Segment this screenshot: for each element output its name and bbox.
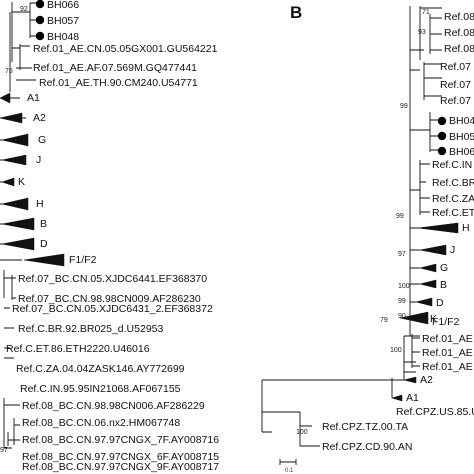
- bootstrap-b-3: 99: [400, 103, 408, 110]
- clade-b-g: G: [440, 262, 448, 274]
- leaf-ref07-ef368370: Ref.07_BC.CN.05.XJDC6441.EF368370: [18, 273, 207, 285]
- bh048-marker: [35, 31, 45, 41]
- leaf-b-refc-et: Ref.C.ET: [432, 207, 474, 219]
- bootstrap-b-7: 99: [398, 298, 406, 305]
- clade-f1f2-triangle: [23, 253, 65, 267]
- clade-a1-triangle: [0, 92, 11, 104]
- clade-b-j: J: [450, 244, 455, 256]
- clade-b-d: D: [436, 297, 444, 309]
- leaf-ref08-ay008717: Ref.08_BC.CN.97.97CNGX_9F.AY008717: [22, 461, 219, 473]
- leaf-b-bh06: BH06: [449, 146, 474, 158]
- leaf-b-ref07-3: Ref.07: [440, 95, 471, 107]
- leaf-b-bh04: BH04: [449, 115, 474, 127]
- clade-b-b: B: [440, 279, 447, 291]
- leaf-refc-u46016: Ref.C.ET.86.ETH2220.U46016: [6, 343, 150, 355]
- bootstrap-b-6: 100: [398, 283, 410, 290]
- panel-b-label: B: [290, 3, 302, 22]
- clade-a2: A2: [33, 112, 46, 124]
- clade-b-a1: A1: [406, 392, 419, 404]
- leaf-ref07-ef368372: Ref.07_BC.CN.05.XJDC6431_2.EF368372: [12, 303, 213, 315]
- clade-b-d-triangle: [415, 297, 433, 307]
- leaf-ref01-gq477441: Ref.01_AE.AF.07.569M.GQ477441: [33, 62, 197, 74]
- bootstrap-b-4: 99: [396, 213, 404, 220]
- bh04-marker: [437, 116, 447, 126]
- clade-j-triangle: [1, 154, 27, 166]
- leaf-bh057: BH057: [47, 15, 79, 27]
- leaf-b-ref08-1: Ref.08: [444, 11, 474, 23]
- leaf-ref01-u54771: Ref.01_AE.TH.90.CM240.U54771: [39, 77, 198, 89]
- clade-b-b-triangle: [419, 279, 437, 289]
- clade-d: D: [40, 238, 48, 250]
- clade-k-triangle: [1, 177, 15, 187]
- panel-b-tree: 71 93 99 Ref.08 Ref.08 Ref.08 Ref.07 Ref…: [261, 6, 474, 474]
- leaf-b-refc-in: Ref.C.IN: [432, 159, 472, 171]
- leaf-b-cpz-tz: Ref.CPZ.TZ.00.TA: [322, 421, 408, 433]
- bh057-marker: [35, 15, 45, 25]
- bootstrap-a-3: 97: [0, 447, 8, 454]
- leaf-ref01-gu564221: Ref.01_AE.CN.05.05GX001.GU564221: [33, 43, 218, 55]
- leaf-b-refc-br: Ref.C.BR: [432, 177, 474, 189]
- clade-h-triangle: [1, 197, 29, 211]
- clade-a2-triangle: [0, 112, 23, 124]
- leaf-b-refc-za: Ref.C.ZA: [432, 193, 474, 205]
- clade-a1: A1: [27, 92, 40, 104]
- scale-bar: 0.1: [279, 459, 297, 474]
- clade-b-k: K: [430, 313, 437, 325]
- leaf-ref07-af286230: Ref.07_BC.CN.98.98CN009.AF286230: [18, 293, 201, 305]
- bootstrap-b-10: 100: [390, 347, 402, 354]
- clade-g-triangle: [1, 133, 29, 147]
- bootstrap-b-11: 100: [296, 429, 308, 436]
- bh05-marker: [437, 131, 447, 141]
- clade-h: H: [36, 198, 44, 210]
- leaf-refc-ay772699: Ref.C.ZA.04.04ZASK146.AY772699: [16, 363, 185, 375]
- clade-b-a1-triangle: [391, 394, 403, 402]
- leaf-ref08-af286229: Ref.08_BC.CN.98.98CN006.AF286229: [22, 400, 205, 412]
- bootstrap-b-5: 97: [398, 251, 406, 258]
- clade-b-f1f2: F1/F2: [432, 316, 460, 328]
- leaf-b-bh05: BH05: [449, 131, 474, 143]
- clade-b-a2-triangle: [403, 376, 417, 384]
- leaf-b-cpz-cd: Ref.CPZ.CD.90.AN: [322, 441, 412, 453]
- leaf-b-ref01-1: Ref.01_AE: [422, 333, 473, 345]
- leaf-ref08-hm067748: Ref.08_BC.CN.06.nx2.HM067748: [22, 417, 180, 429]
- panel-a-tree: BH066 BH057 BH048 92 75 Ref.01_AE.CN.05.…: [0, 0, 219, 473]
- bootstrap-b-1: 71: [422, 9, 430, 16]
- leaf-ref08-ay008715: Ref.08_BC.CN.97.97CNGX_6F.AY008715: [22, 451, 219, 463]
- clade-b-f1f2-triangle: [399, 311, 429, 325]
- bootstrap-a-2: 75: [5, 68, 13, 75]
- leaf-b-cpz-us: Ref.CPZ.US.85.US: [396, 406, 474, 418]
- leaf-b-ref08-2: Ref.08: [444, 27, 474, 39]
- leaf-refc-af067155: Ref.C.IN.95.95IN21068.AF067155: [20, 383, 181, 395]
- scale-bar-label: 0.1: [285, 468, 294, 474]
- leaf-b-ref07-1: Ref.07: [440, 61, 471, 73]
- bh066-marker: [35, 0, 45, 9]
- leaf-b-ref01-3: Ref.01_AE: [422, 361, 473, 373]
- leaf-bh048: BH048: [47, 31, 79, 43]
- clade-b-j-triangle: [419, 244, 447, 256]
- clade-b-h: H: [462, 222, 470, 234]
- clade-f1f2: F1/F2: [69, 254, 97, 266]
- bootstrap-b-9: 79: [380, 317, 388, 324]
- leaf-bh066: BH066: [47, 0, 79, 11]
- bh06-marker: [437, 146, 447, 156]
- bootstrap-a-1: 92: [20, 6, 28, 13]
- clade-j: J: [36, 154, 41, 166]
- bootstrap-b-8: 90: [398, 313, 406, 320]
- leaf-refc-u52953: Ref.C.BR.92.BR025_d.U52953: [18, 323, 163, 335]
- clade-g: G: [38, 134, 46, 146]
- clade-b-g-triangle: [419, 263, 437, 273]
- leaf-ref08-ay008716: Ref.08_BC.CN.97.97CNGX_7F.AY008716: [22, 434, 219, 446]
- clade-b-a2: A2: [420, 374, 433, 386]
- clade-k: K: [18, 176, 25, 188]
- bootstrap-b-2: 93: [418, 29, 426, 36]
- leaf-b-ref08-3: Ref.08: [444, 43, 474, 55]
- clade-b-triangle: [1, 217, 35, 231]
- clade-b-h-triangle: [417, 222, 459, 234]
- leaf-b-ref01-2: Ref.01_AE: [422, 347, 473, 359]
- clade-d-triangle: [1, 237, 35, 251]
- leaf-b-ref07-2: Ref.07: [440, 79, 471, 91]
- clade-b: B: [40, 218, 47, 230]
